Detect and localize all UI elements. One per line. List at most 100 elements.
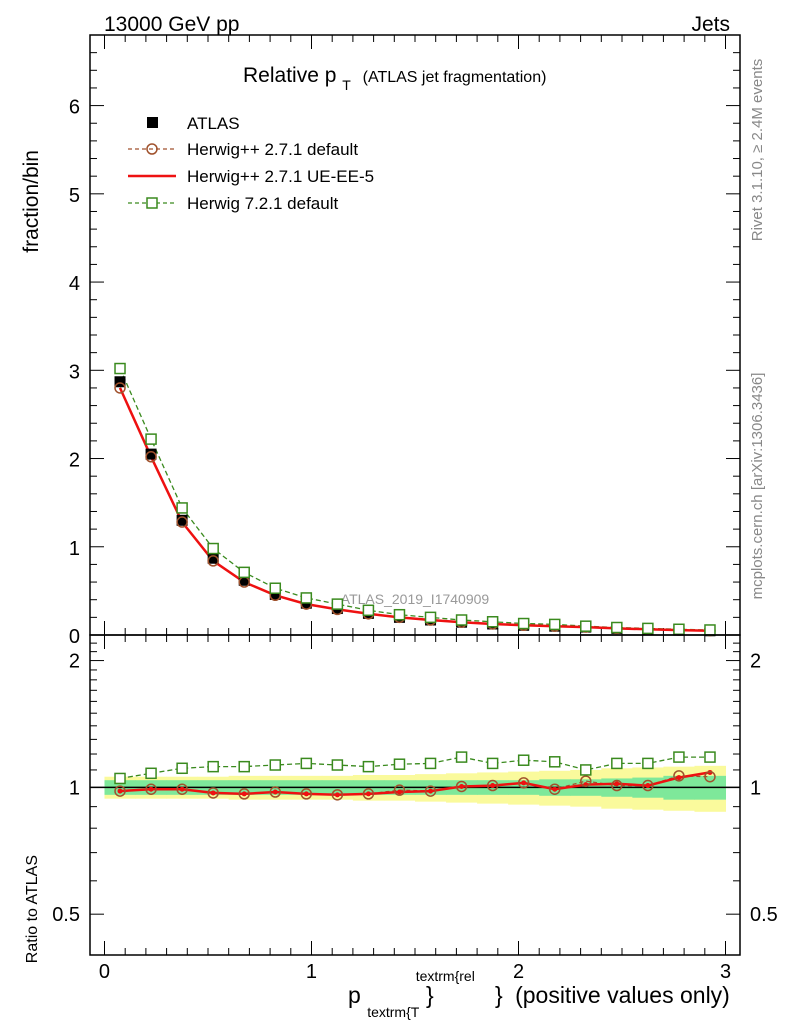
xlabel-p: p	[348, 982, 361, 1008]
atlas-point	[114, 376, 126, 388]
ratio-herwig72-point	[114, 772, 126, 785]
ratio-herwig72-point	[673, 751, 685, 763]
ratio-herwig-ueee5-point	[179, 786, 185, 792]
ratio-herwig72-point	[424, 757, 437, 770]
legend-atlas-marker	[147, 117, 158, 128]
ratio-y-tick-label-left: 2	[69, 651, 80, 673]
ratio-herwig72-point	[704, 751, 716, 763]
ratio-herwig-ueee5-point	[365, 791, 371, 797]
legend: ATLAS Herwig++ 2.7.1 default Herwig++ 2.…	[128, 114, 374, 213]
ratio-herwig-ueee5-point	[459, 783, 465, 789]
main-y-tick-label: 5	[69, 185, 80, 207]
herwig-default-point	[145, 451, 157, 463]
herwig-default-point	[207, 555, 219, 567]
atlas-point	[145, 448, 157, 460]
ratio-herwig-ueee5-point	[303, 791, 309, 797]
plot-title: Relative p T (ATLAS jet fragmentation)	[243, 64, 546, 95]
legend-herwig-ueee5-label: Herwig++ 2.7.1 UE-EE-5	[187, 167, 374, 186]
ratio-herwig72-point	[300, 757, 313, 770]
herwig72-point	[486, 616, 499, 628]
ratio-herwig-default-point	[145, 783, 157, 795]
herwig72-point	[704, 624, 716, 636]
x-tick-label: 3	[720, 961, 731, 983]
ratio-herwig-default-point	[269, 786, 282, 798]
main-y-tick-label: 3	[69, 361, 80, 383]
ratio-herwig72-point	[486, 757, 499, 770]
main-y-tick-labels: 0 1 2 3 4 5 6	[69, 97, 80, 648]
main-y-tick-label: 1	[69, 538, 80, 560]
ratio-herwig-default-point	[362, 788, 375, 800]
title-main: Relative p	[243, 64, 336, 87]
ratio-y-tick-label-left: 0.5	[52, 904, 80, 926]
xlabel-rest: (positive values only)	[515, 982, 730, 1008]
ratio-herwig-ueee5-point	[334, 792, 340, 798]
ratio-herwig72-point	[548, 756, 561, 768]
legend-herwig72-marker	[146, 197, 158, 209]
herwig-default-point	[176, 516, 188, 528]
legend-herwig72-label: Herwig 7.2.1 default	[187, 194, 338, 213]
herwig72-point	[424, 611, 437, 624]
ratio-herwig-ueee5-point	[676, 775, 682, 781]
atlas-point	[207, 552, 219, 564]
main-panel: 0 1 2 3 4 5 6 ATLAS_2019_I1740909 Relative p T…	[69, 34, 741, 648]
herwig72-point	[673, 623, 685, 636]
ratio-herwig-default-point	[393, 784, 406, 796]
rivet-label: Rivet 3.1.10, ≥ 2.4M events	[749, 59, 766, 242]
ratio-y-tick-labels: 0.5 0.5 1 1 2 2	[52, 651, 778, 927]
x-tick-labels: 0 1 2 3	[99, 961, 731, 983]
ratio-series	[114, 751, 716, 801]
ratio-herwig72-point	[611, 757, 623, 770]
legend-herwig-default-label: Herwig++ 2.7.1 default	[187, 140, 358, 159]
herwig72-point	[611, 621, 623, 634]
herwig72-point	[207, 542, 219, 555]
herwig72-point	[238, 566, 250, 579]
x-tick-label: 2	[513, 961, 524, 983]
xlabel-open-brace: }	[426, 982, 434, 1008]
x-axis-label: p textrm{T textrm{rel } (positive values…	[348, 960, 730, 1022]
herwig72-point	[269, 582, 282, 594]
legend-atlas-label: ATLAS	[187, 114, 240, 133]
ratio-y-tick-label-left: 1	[69, 777, 80, 799]
main-y-tick-label: 6	[69, 97, 80, 119]
atlas-point	[176, 514, 188, 526]
ratio-y-tick-label-right: 2	[750, 651, 761, 673]
ratio-uncertainty-bands	[104, 765, 727, 812]
herwig72-point	[145, 433, 157, 445]
herwig72-point	[393, 608, 406, 621]
herwig72-point	[300, 592, 313, 604]
ratio-herwig-default-point	[207, 787, 219, 799]
atlas-point	[238, 574, 250, 586]
ratio-herwig-default-point	[517, 777, 530, 789]
main-y-tick-label: 0	[69, 626, 80, 648]
header-category: Jets	[691, 13, 730, 36]
analysis-watermark: ATLAS_2019_I1740909	[341, 591, 490, 607]
ratio-herwig-default-point	[331, 789, 344, 801]
herwig72-point	[176, 502, 188, 514]
ratio-herwig-ueee5-point	[614, 781, 620, 787]
ratio-herwig-ueee5-point	[210, 790, 216, 796]
ratio-y-tick-label-right: 1	[750, 777, 761, 799]
ratio-herwig-default-point	[455, 780, 468, 793]
ratio-herwig72-point	[331, 759, 344, 771]
atlas-point	[269, 588, 281, 600]
ratio-herwig-default-point	[673, 770, 685, 782]
ratio-herwig-default-point	[704, 770, 716, 783]
main-y-tick-label: 4	[69, 273, 80, 295]
ratio-herwig-ueee5-point	[552, 786, 558, 792]
ratio-herwig-ueee5-point	[645, 783, 651, 789]
ratio-herwig72-point	[517, 754, 530, 766]
ratio-frame	[89, 634, 741, 956]
mcplots-label: mcplots.cern.ch [arXiv:1306.3436]	[749, 373, 766, 600]
ratio-herwig72-point	[238, 760, 250, 773]
ratio-herwig72-point	[393, 758, 406, 770]
ratio-herwig-ueee5-point	[241, 791, 247, 797]
ratio-herwig-default-point	[486, 779, 499, 792]
herwig72-point	[114, 362, 126, 375]
ratio-herwig72-point	[580, 764, 592, 776]
header-process: 13000 GeV pp	[104, 13, 239, 36]
legend-herwig-default-marker	[146, 143, 158, 155]
ratio-herwig-ueee5-point	[521, 780, 527, 786]
ratio-herwig-ueee5-point	[490, 783, 496, 789]
ratio-herwig-default-point	[114, 785, 126, 797]
